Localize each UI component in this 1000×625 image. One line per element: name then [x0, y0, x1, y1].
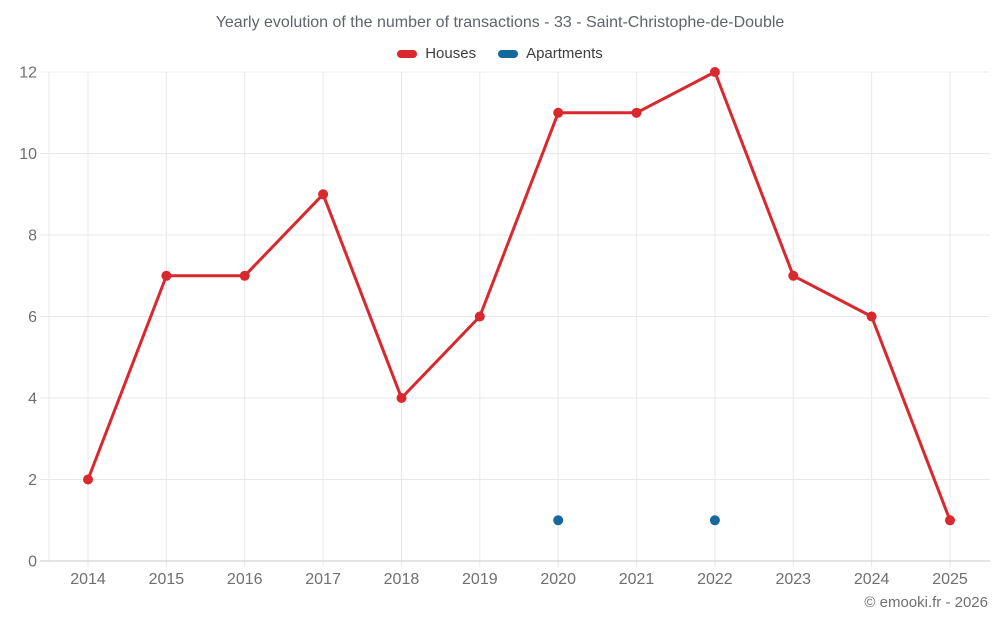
legend-label-apartments: Apartments [526, 45, 603, 62]
y-axis-tick-label: 8 [28, 228, 37, 245]
houses-point-2014[interactable] [83, 474, 93, 485]
legend-item-apartments[interactable]: Apartments [498, 45, 603, 62]
y-axis-tick-label: 2 [28, 472, 37, 489]
houses-point-2023[interactable] [788, 270, 799, 281]
y-axis-tick-label: 4 [28, 391, 37, 408]
x-axis-tick-label: 2017 [305, 571, 341, 588]
x-axis-tick-label: 2025 [932, 571, 968, 588]
houses-legend-marker-icon [397, 49, 418, 58]
houses-point-2015[interactable] [161, 270, 172, 281]
y-axis-tick-label: 0 [28, 554, 37, 571]
x-axis-tick-label: 2015 [149, 571, 185, 588]
y-axis-tick-label: 10 [19, 146, 37, 163]
x-axis-tick-label: 2023 [775, 571, 811, 588]
x-axis-tick-label: 2020 [540, 571, 576, 588]
copyright: © emooki.fr - 2026 [864, 594, 988, 611]
apartments-point-2022[interactable] [709, 515, 720, 526]
legend-item-houses[interactable]: Houses [397, 45, 476, 62]
x-axis-tick-label: 2024 [854, 571, 890, 588]
y-axis-tick-label: 12 [19, 65, 37, 82]
y-axis-tick-label: 6 [28, 309, 37, 326]
x-axis-tick-label: 2014 [70, 571, 106, 588]
houses-line [86, 70, 952, 522]
x-axis-tick-label: 2021 [619, 571, 655, 588]
x-axis-tick-label: 2022 [697, 571, 733, 588]
houses-point-2021[interactable] [631, 107, 642, 118]
houses-point-2017[interactable] [318, 189, 329, 200]
houses-point-2020[interactable] [553, 107, 564, 118]
houses-point-2025[interactable] [945, 515, 955, 526]
houses-point-2016[interactable] [239, 270, 250, 281]
houses-point-2019[interactable] [474, 311, 485, 322]
x-axis-tick-label: 2018 [384, 571, 420, 588]
x-axis-tick-label: 2016 [227, 571, 263, 588]
legend-label-houses: Houses [425, 45, 477, 62]
houses-point-2024[interactable] [866, 311, 877, 322]
x-axis-tick-label: 2019 [462, 571, 498, 588]
houses-point-2022[interactable] [709, 67, 720, 77]
chart-title: Yearly evolution of the number of transa… [215, 14, 785, 31]
apartments-point-2020[interactable] [553, 515, 564, 526]
houses-point-2018[interactable] [396, 393, 407, 403]
legend: Houses Apartments [0, 45, 1000, 62]
apartments-legend-marker-icon [498, 49, 519, 58]
